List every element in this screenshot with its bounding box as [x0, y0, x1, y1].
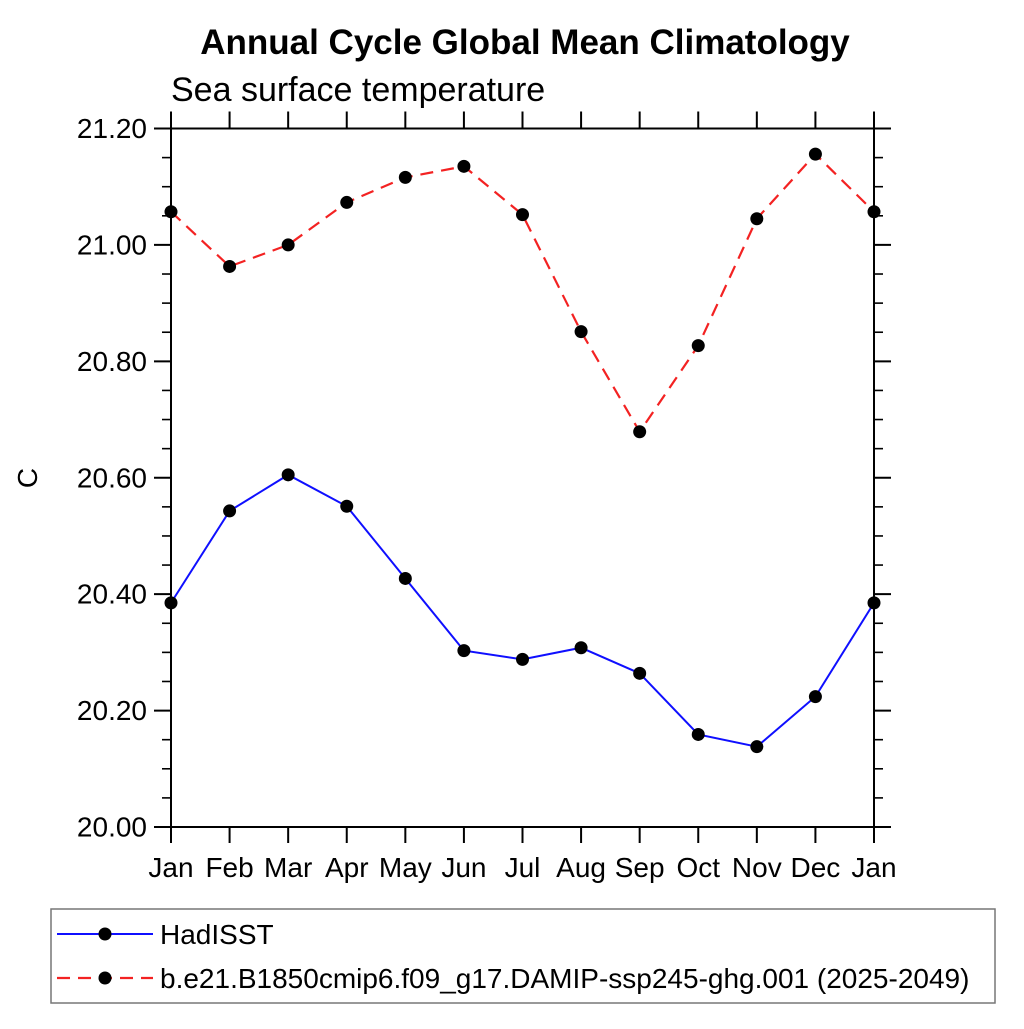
data-point-marker [281, 238, 295, 252]
x-tick-label: Aug [556, 852, 606, 883]
data-point-marker [164, 596, 178, 610]
data-point-marker [398, 170, 412, 184]
data-point-marker [633, 425, 647, 439]
x-tick-label: Jul [505, 852, 541, 883]
data-point-marker [457, 159, 471, 173]
data-point-marker [281, 468, 295, 482]
series-layer [164, 147, 881, 754]
x-tick-label: Jan [851, 852, 896, 883]
data-point-marker [750, 740, 764, 754]
data-point-marker [223, 259, 237, 273]
data-point-marker [340, 499, 354, 513]
filled-circle-marker-icon [98, 927, 112, 941]
data-point-marker [340, 195, 354, 209]
y-tick-label: 20.00 [77, 812, 147, 843]
data-point-marker [574, 641, 588, 655]
data-point-marker [691, 727, 705, 741]
y-tick-label: 21.20 [77, 113, 147, 144]
x-tick-label: Mar [264, 852, 312, 883]
data-point-marker [633, 666, 647, 680]
x-tick-label: May [379, 852, 432, 883]
y-tick-label: 20.80 [77, 346, 147, 377]
data-point-marker [808, 690, 822, 704]
data-point-marker [867, 205, 881, 219]
data-point-marker [223, 504, 237, 518]
filled-circle-marker-icon [98, 971, 112, 985]
series-line-hadisst [170, 473, 875, 748]
chart-title: Annual Cycle Global Mean Climatology [200, 23, 850, 62]
legend-box [50, 908, 996, 1004]
legend: HadISST b.e21.B1850cmip6.f09_g17.DAMIP-s… [50, 908, 996, 1004]
data-point-marker [398, 571, 412, 585]
series-line-model [170, 152, 875, 434]
data-point-marker [516, 208, 529, 222]
y-tick-label: 21.00 [77, 229, 147, 260]
x-tick-label: Sep [615, 852, 665, 883]
y-tick-label: 20.60 [77, 462, 147, 493]
x-tick-label: Feb [205, 852, 253, 883]
y-tick-label: 20.20 [77, 695, 147, 726]
legend-entry-hadisst: HadISST [57, 919, 274, 950]
legend-entry-model: b.e21.B1850cmip6.f09_g17.DAMIP-ssp245-gh… [57, 963, 969, 994]
legend-label-hadisst: HadISST [160, 919, 274, 950]
chart-subtitle: Sea surface temperature [171, 71, 545, 109]
x-tick-label: Jan [148, 852, 193, 883]
y-tick-label: 20.40 [77, 579, 147, 610]
data-point-marker [691, 339, 705, 353]
data-point-marker [808, 147, 822, 161]
x-tick-label: Dec [791, 852, 841, 883]
x-tick-label: Apr [325, 852, 369, 883]
x-tick-label: Oct [676, 852, 720, 883]
data-point-marker [574, 325, 588, 339]
data-point-marker [457, 644, 471, 658]
data-point-marker [750, 212, 764, 226]
data-point-marker [867, 596, 881, 610]
plot-border [170, 127, 875, 828]
x-tick-label: Nov [732, 852, 782, 883]
x-tick-label: Jun [441, 852, 486, 883]
y-axis-label: C [12, 468, 43, 488]
data-point-marker [164, 205, 178, 219]
axes-layer: 20.00 20.20 20.40 20.60 20.80 21.00 21.20 Jan Fe… [77, 111, 897, 883]
data-point-marker [516, 652, 529, 666]
legend-label-model: b.e21.B1850cmip6.f09_g17.DAMIP-ssp245-gh… [160, 963, 969, 994]
